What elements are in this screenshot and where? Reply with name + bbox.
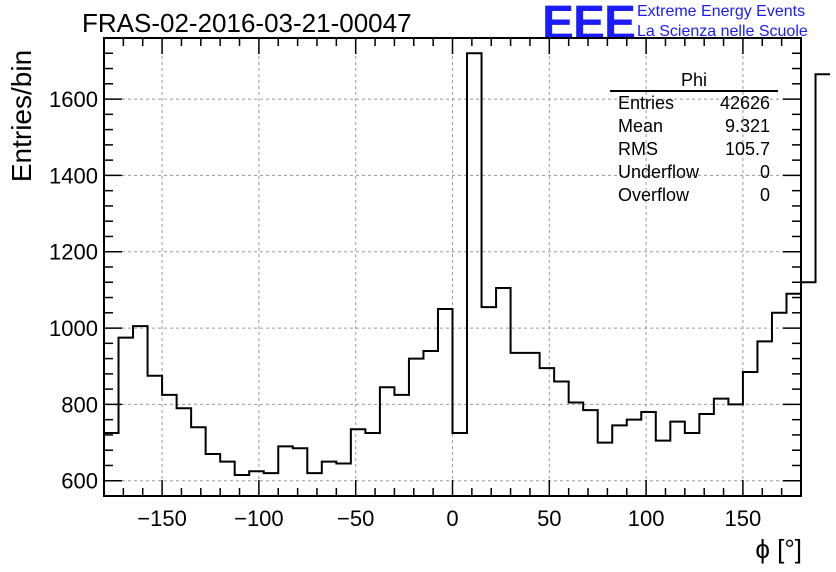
- histogram-bin: [816, 74, 831, 496]
- histogram-bin: [119, 338, 134, 496]
- histogram-bin: [307, 473, 322, 496]
- histogram-bin: [496, 288, 511, 496]
- x-tick-label: −100: [234, 506, 284, 531]
- histogram-bin: [351, 429, 366, 496]
- y-tick-label: 800: [61, 392, 98, 417]
- histogram-bin: [511, 353, 526, 496]
- histogram-bin: [191, 427, 206, 496]
- stats-row: Overflow 0: [610, 184, 778, 207]
- histogram-bin: [336, 464, 351, 496]
- histogram-bin: [264, 473, 279, 496]
- stats-value: 9.321: [724, 116, 770, 136]
- histogram-bin: [540, 368, 555, 496]
- logo-line-1: Extreme Energy Events: [637, 3, 806, 20]
- stats-row: RMS 105.7: [610, 138, 778, 161]
- stats-box: Phi Entries 42626 Mean 9.321 RMS 105.7 Underfl…: [610, 70, 778, 207]
- histogram-bin: [104, 433, 119, 496]
- histogram-bin: [423, 351, 438, 496]
- logo-line-2: La Scienza nelle Scuole: [637, 23, 808, 40]
- stats-label: RMS: [618, 139, 658, 159]
- stats-value: 105.7: [724, 139, 770, 159]
- y-tick-label: 1000: [49, 316, 98, 341]
- histogram-bin: [220, 462, 235, 496]
- histogram-bin: [438, 309, 453, 496]
- stats-rows: Entries 42626 Mean 9.321 RMS 105.7 Underflow 0 O…: [610, 92, 778, 207]
- stats-value: 42626: [719, 93, 770, 113]
- histogram-bin: [699, 414, 714, 496]
- chart-title: FRAS-02-2016-03-21-00047: [82, 8, 412, 38]
- stats-label: Underflow: [618, 162, 700, 182]
- x-tick-label: −50: [337, 506, 374, 531]
- histogram-bin: [598, 443, 613, 496]
- histogram-bin: [235, 475, 250, 496]
- histogram-bin: [569, 402, 584, 496]
- histogram-bin: [293, 448, 308, 496]
- histogram-bin: [757, 341, 772, 496]
- histogram-bin: [685, 433, 700, 496]
- histogram-bin: [148, 376, 163, 496]
- stats-label: Mean: [618, 116, 664, 136]
- histogram-bin: [467, 53, 482, 496]
- stats-value: 0: [759, 185, 770, 205]
- histogram-bin: [177, 408, 192, 496]
- histogram-bin: [133, 326, 148, 496]
- stats-label: Entries: [618, 93, 675, 113]
- y-tick-label: 600: [61, 469, 98, 494]
- histogram-bin: [743, 372, 758, 496]
- x-tick-label: 100: [628, 506, 665, 531]
- histogram-bin: [322, 462, 337, 496]
- histogram-bin: [380, 387, 395, 496]
- x-tick-label: 150: [725, 506, 762, 531]
- histogram-bin: [278, 446, 293, 496]
- y-tick-label: 1600: [49, 87, 98, 112]
- x-axis-label: ϕ [°]: [755, 534, 802, 564]
- histogram-bin: [453, 433, 468, 496]
- x-tick-label: 0: [446, 506, 458, 531]
- x-tick-label: 50: [537, 506, 561, 531]
- histogram-bin: [801, 282, 816, 496]
- y-tick-label: 1400: [49, 163, 98, 188]
- y-tick-label: 1200: [49, 240, 98, 265]
- histogram-outline: [104, 52, 831, 477]
- histogram-bin: [249, 471, 264, 496]
- histogram-bin: [612, 425, 627, 496]
- histogram-bin: [670, 422, 685, 496]
- histogram-bin: [728, 404, 743, 496]
- x-tick-label: −150: [137, 506, 187, 531]
- histogram-bin: [583, 410, 598, 496]
- histogram-bin: [482, 307, 497, 496]
- stats-label: Overflow: [618, 185, 690, 205]
- stats-row: Entries 42626: [610, 92, 778, 115]
- histogram-bin: [656, 441, 671, 496]
- eee-logo: EEE: [542, 0, 636, 50]
- histogram-bin: [206, 454, 221, 496]
- histogram-bin: [525, 353, 540, 496]
- stats-row: Mean 9.321: [610, 115, 778, 138]
- histogram-bin: [627, 420, 642, 496]
- histogram-bin: [641, 412, 656, 496]
- histogram-bin: [714, 399, 729, 496]
- stats-row: Underflow 0: [610, 161, 778, 184]
- histogram-bin: [365, 433, 380, 496]
- stats-value: 0: [759, 162, 770, 182]
- stats-title: Phi: [610, 70, 778, 92]
- histogram-bin: [554, 382, 569, 497]
- histogram-bin: [409, 359, 424, 496]
